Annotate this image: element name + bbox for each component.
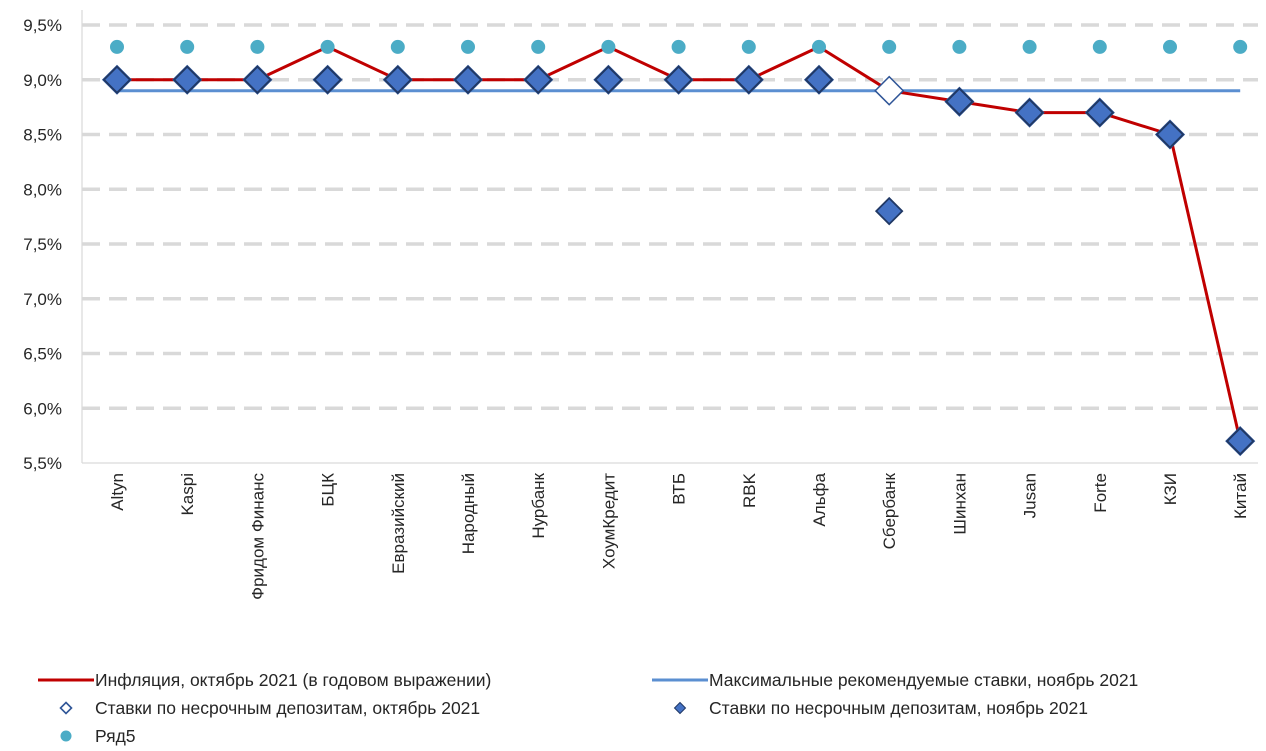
- axis-layer: 5,5% 6,0% 6,5% 7,0% 7,5% 8,0% 8,5% 9,0% 9,5%: [23, 10, 1258, 473]
- y-tick-label: 7,5%: [23, 235, 62, 254]
- deposit-nov-point: [664, 65, 693, 95]
- x-tick-label: КЗИ: [1161, 473, 1180, 505]
- legend-hollow-diamond-icon: [59, 701, 73, 715]
- deposit-nov-point: [172, 65, 202, 95]
- deposit-oct-point: [874, 75, 905, 106]
- legend-item: Максимальные рекомендуемые ставки, ноябр…: [652, 670, 1138, 690]
- legend-item: Инфляция, октябрь 2021 (в годовом выраже…: [38, 670, 491, 690]
- ryad5-point: [1022, 39, 1037, 54]
- ryad5-point: [1163, 39, 1177, 54]
- x-tick-label: Шинхан: [950, 473, 969, 535]
- y-tick-label: 6,5%: [23, 345, 62, 364]
- ryad5-point: [461, 39, 475, 54]
- deposit-nov-point: [734, 65, 764, 95]
- x-tick-label: RBK: [740, 472, 759, 508]
- x-tick-label: Altyn: [108, 473, 127, 511]
- x-tick-label: Сбербанк: [880, 472, 899, 549]
- deposit-nov-point: [453, 65, 483, 95]
- x-tick-label: Kaspi: [178, 473, 197, 516]
- legend-item: Ставки по несрочным депозитам, ноябрь 20…: [673, 698, 1088, 718]
- ryad5-point: [741, 39, 756, 54]
- y-tick-label: 5,5%: [23, 454, 62, 473]
- ryad5-point: [320, 39, 335, 54]
- legend-label: Ставки по несрочным депозитам, октябрь 2…: [95, 698, 480, 718]
- deposit-nov-point: [243, 65, 272, 95]
- y-tick-label: 8,0%: [23, 180, 62, 199]
- ryad5-point: [812, 39, 826, 54]
- y-tick-label: 8,5%: [23, 126, 62, 145]
- y-tick-label: 6,0%: [23, 399, 62, 418]
- label-layer: Altyn Kaspi Фридом Финанс БЦК Евразийский Нар…: [108, 472, 1250, 599]
- ryad5-point: [390, 39, 405, 54]
- x-tick-label: Jusan: [1021, 473, 1040, 518]
- ryad5-point: [1233, 39, 1248, 54]
- x-tick-label: ХоумКредит: [599, 473, 618, 569]
- legend: Инфляция, октябрь 2021 (в годовом выраже…: [38, 670, 1138, 746]
- ryad5-point: [250, 39, 265, 54]
- legend-item: Ставки по несрочным депозитам, октябрь 2…: [59, 698, 480, 718]
- x-tick-label: Нурбанк: [529, 472, 548, 538]
- series-layer: [101, 39, 1256, 457]
- deposit-nov-point: [594, 65, 623, 95]
- legend-filled-diamond-icon: [673, 701, 687, 715]
- deposit-nov-point: [945, 87, 974, 116]
- x-tick-label: ВТБ: [670, 473, 689, 505]
- legend-label: Инфляция, октябрь 2021 (в годовом выраже…: [95, 670, 491, 690]
- ryad5-point: [180, 39, 195, 54]
- deposit-nov-point: [1085, 98, 1115, 127]
- ryad5-point: [882, 39, 897, 54]
- legend-dot-icon: [60, 730, 72, 742]
- deposit-nov-point: [383, 65, 413, 95]
- deposit-nov-point: [1225, 426, 1255, 456]
- y-tick-label: 9,0%: [23, 71, 62, 90]
- y-tick-label: 7,0%: [23, 290, 62, 309]
- ryad5-point: [1092, 39, 1107, 54]
- legend-label: Максимальные рекомендуемые ставки, ноябр…: [709, 670, 1138, 690]
- ryad5-point: [671, 39, 686, 54]
- deposit-nov-point: [523, 65, 553, 95]
- deposit-nov-point: [313, 65, 342, 95]
- deposit-nov-point: [874, 196, 904, 226]
- ryad5-point: [952, 39, 967, 54]
- legend-item: Ряд5: [60, 726, 136, 746]
- ryad5-point: [531, 39, 546, 54]
- x-tick-label: Фридом Финанс: [248, 473, 267, 600]
- deposit-nov-point: [804, 65, 834, 95]
- ryad5-point: [601, 39, 616, 54]
- x-tick-label: БЦК: [319, 473, 338, 507]
- grid-layer: [82, 23, 1258, 410]
- deposit-nov-point: [1015, 98, 1044, 127]
- legend-label: Ставки по несрочным депозитам, ноябрь 20…: [709, 698, 1088, 718]
- x-tick-label: Евразийский: [389, 473, 408, 574]
- deposit-nov-point: [102, 65, 132, 95]
- x-tick-label: Народный: [459, 473, 478, 554]
- x-tick-label: Forte: [1091, 473, 1110, 513]
- y-tick-label: 9,5%: [23, 16, 62, 35]
- x-tick-label: Китай: [1231, 473, 1250, 519]
- x-tick-label: Альфа: [810, 472, 829, 526]
- legend-label: Ряд5: [95, 726, 136, 746]
- deposit-nov-point: [1155, 120, 1185, 149]
- ryad5-point: [110, 39, 124, 54]
